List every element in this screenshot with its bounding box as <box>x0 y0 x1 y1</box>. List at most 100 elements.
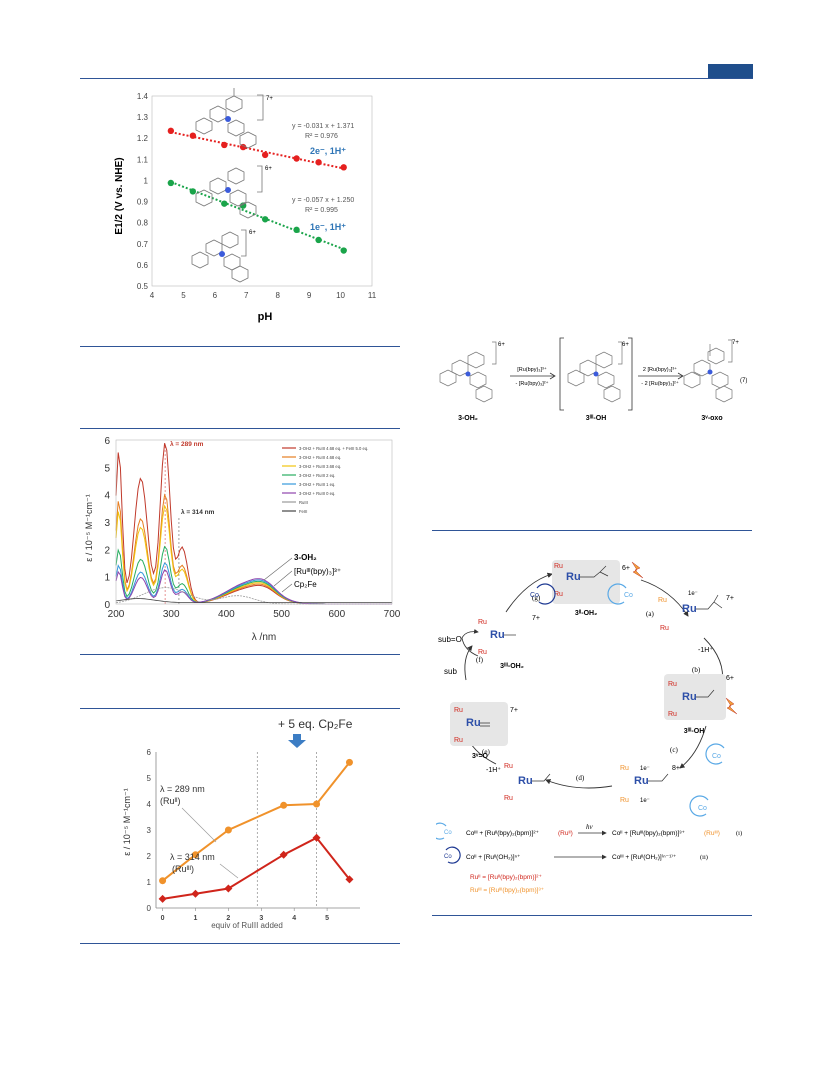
cycle-e1: 1e⁻ <box>688 591 698 597</box>
fig1-r2: R² = 0.995 <box>305 207 338 214</box>
fig1-xtick-label: 7 <box>244 291 249 300</box>
fig1-xtick-label: 11 <box>368 291 377 300</box>
fig1-ytick-label: 0.5 <box>137 282 149 291</box>
fig3-pointer-lines <box>181 807 239 879</box>
cycle-ru-ll-l1: Ru <box>504 763 513 770</box>
cycle-ru-bot: Ru <box>634 775 649 787</box>
fig2-label-3oh2: 3-OH₂ <box>294 553 317 562</box>
eq-ii-co: Co <box>444 854 452 860</box>
fig2-spectrum-curve <box>115 443 392 605</box>
fig3-label-289b: (Ruᴵᴵ) <box>160 796 181 806</box>
fig2-label-ru: [Ruᴵᴵᴵ(bpy)₃]³⁺ <box>294 567 341 576</box>
fig3-ytick-label: 2 <box>147 852 152 861</box>
fig3-series-line <box>161 761 351 882</box>
cycle-sub-o: sub=O <box>438 635 462 644</box>
fig3-label-289: λ = 289 nm <box>160 784 205 794</box>
fig2-uv-vis-chart: 0 1 2 3 4 5 6 200 300 400 500 600 700 3-OH2 + RuIII … <box>84 436 400 643</box>
eq-ii-left: Coᴵᴵ + [Ruᴵᴵ(OH₂)]ⁿ⁺ <box>466 854 521 861</box>
cycle-arrow-d <box>545 779 613 789</box>
fig1-data-point <box>167 127 175 135</box>
fig2-xtick-label: 500 <box>273 609 290 620</box>
fig2-legend-label: 3-OH2 + RuIII 4.68 eq. + FeIII 5.0 eq. <box>299 446 368 451</box>
eq-i-left: Coᴵᴵᴵ + [Ruᴵᴵ(bpy)₂(bpm)]²⁺ <box>466 830 540 837</box>
fig1-xtick-label: 9 <box>307 291 312 300</box>
header-rule <box>80 78 753 79</box>
cycle-charge-right: 7+ <box>726 595 734 602</box>
fig1-ytick-label: 1.1 <box>137 155 149 164</box>
fig2-legend-label: 3-OH2 + RuIII 2 eq. <box>299 473 335 478</box>
cycle-co-icon-d <box>689 795 709 817</box>
fig3-data-point <box>280 801 288 809</box>
fig3-xtick-label: 5 <box>325 915 329 922</box>
cycle-step-a: (a) <box>646 610 654 618</box>
fig2-legend-label: RuIII <box>299 500 308 505</box>
fig1-charge-2: 6+ <box>265 166 272 172</box>
cycle-ligand-ll <box>532 773 551 782</box>
fig3-xlabel: equiv of RuIII added <box>211 921 283 930</box>
fig1-data-point <box>239 143 247 151</box>
fig2-legend: 3-OH2 + RuIII 4.68 eq. + FeIII 5.0 eq. 3-… <box>282 446 368 514</box>
fig3-data-point <box>191 889 200 898</box>
fig3-ytick-label: 5 <box>147 774 152 783</box>
fig3-data-point <box>191 851 199 859</box>
cycle-light-icon-rmid <box>725 697 738 715</box>
fig3-label-314b: (Ruᴵᴵᴵ) <box>172 864 194 874</box>
fig1-xtick-label: 10 <box>336 291 345 300</box>
cycle-name-lup: 3ᴵᴵᴵ-OH₂ <box>500 663 524 670</box>
fig3-ytick-label: 4 <box>147 800 152 809</box>
fig1-data-point <box>340 247 347 254</box>
fig3-xtick-label: 4 <box>292 915 296 922</box>
fig2-curves <box>115 443 392 605</box>
fig1-ytick-label: 1 <box>144 176 149 185</box>
cycle-step-e: (e) <box>482 748 490 756</box>
cycle-step-g: (g) <box>532 594 541 602</box>
eq7-number: (7) <box>740 378 747 384</box>
fig2-xtick-label: 300 <box>163 609 180 620</box>
cycle-ligand-bot <box>648 773 669 782</box>
fig2-xtick-label: 200 <box>108 609 125 620</box>
fig1-r1: R² = 0.976 <box>305 133 338 140</box>
fig1-charge-1: 7+ <box>266 96 273 102</box>
rule-fig3-bottom <box>80 943 400 944</box>
cycle-ru-lup-l2: Ru <box>478 649 487 656</box>
fig1-data-point <box>189 188 197 195</box>
fig1-ru-center-2 <box>225 187 231 193</box>
eq7-arrow2-bottom: - 2 [Ru(bpy)₃]²⁺ <box>641 380 679 387</box>
fig2-peak1: λ = 289 nm <box>170 440 204 448</box>
eq-i-num: (i) <box>736 830 742 837</box>
eq-i-right: Coᴵᴵ + [Ruᴵᴵᴵ(bpy)₂(bpm)]³⁺ <box>612 830 686 837</box>
fig1-data-point <box>340 164 347 171</box>
fig1-axes: 0.5 0.6 0.7 0.8 0.9 1 1.1 1.2 1.3 1.4 4 5 6 7 8 9 10 11 <box>137 92 377 300</box>
cycle-ru-top: Ru <box>566 571 581 583</box>
eq7-arrowhead-2 <box>677 372 684 380</box>
cycle-ru-top-l1: Ru <box>554 563 563 570</box>
fig2-legend-label: 3-OH2 + RuIII 4.68 eq. <box>299 455 341 460</box>
fig3-data-point <box>158 894 167 903</box>
eq7-bracket-right <box>628 337 633 411</box>
eq7-arrowhead-1 <box>549 372 556 380</box>
fig1-pourbaix-chart: 0.5 0.6 0.7 0.8 0.9 1 1.1 1.2 1.3 1.4 4 5 6 7 8 9 10 11 p… <box>114 88 377 323</box>
fig1-data-point <box>293 155 300 162</box>
fig1-data-point <box>167 179 175 187</box>
cycle-ru-left: Ru <box>466 717 481 729</box>
cycle-ru-left-l1: Ru <box>454 707 463 714</box>
fig2-ytick-label: 3 <box>104 518 110 529</box>
cycle-ru-left-l2: Ru <box>454 737 463 744</box>
eq-i-co: Co <box>444 830 452 836</box>
fig1-data-point <box>315 159 322 166</box>
fig1-ytick-label: 1.3 <box>137 113 149 122</box>
fig3-label-314: λ = 314 nm <box>170 852 215 862</box>
cycle-ru-lup: Ru <box>490 629 505 641</box>
cycle-charge-top: 6+ <box>622 565 630 572</box>
fig1-ytick-label: 0.8 <box>137 219 149 228</box>
cycle-ru-lup-l1: Ru <box>478 619 487 626</box>
cycle-step-f: (f) <box>476 656 484 664</box>
fig1-xtick-label: 4 <box>150 291 155 300</box>
fig1-lab1: 2e⁻, 1H⁺ <box>310 146 346 156</box>
fig3-series <box>158 758 354 903</box>
eq7-molecule-3 <box>683 339 733 403</box>
fig1-ytick-label: 1.4 <box>137 92 149 101</box>
cycle-ligand-left <box>480 722 490 727</box>
fig2-legend-label: FeIII <box>299 509 307 514</box>
eq7-scheme: 6+ [Ru(bpy)₃]³⁺ - [Ru(bpy)₃]²⁺ 6+ 2 [Ru(… <box>439 337 747 422</box>
